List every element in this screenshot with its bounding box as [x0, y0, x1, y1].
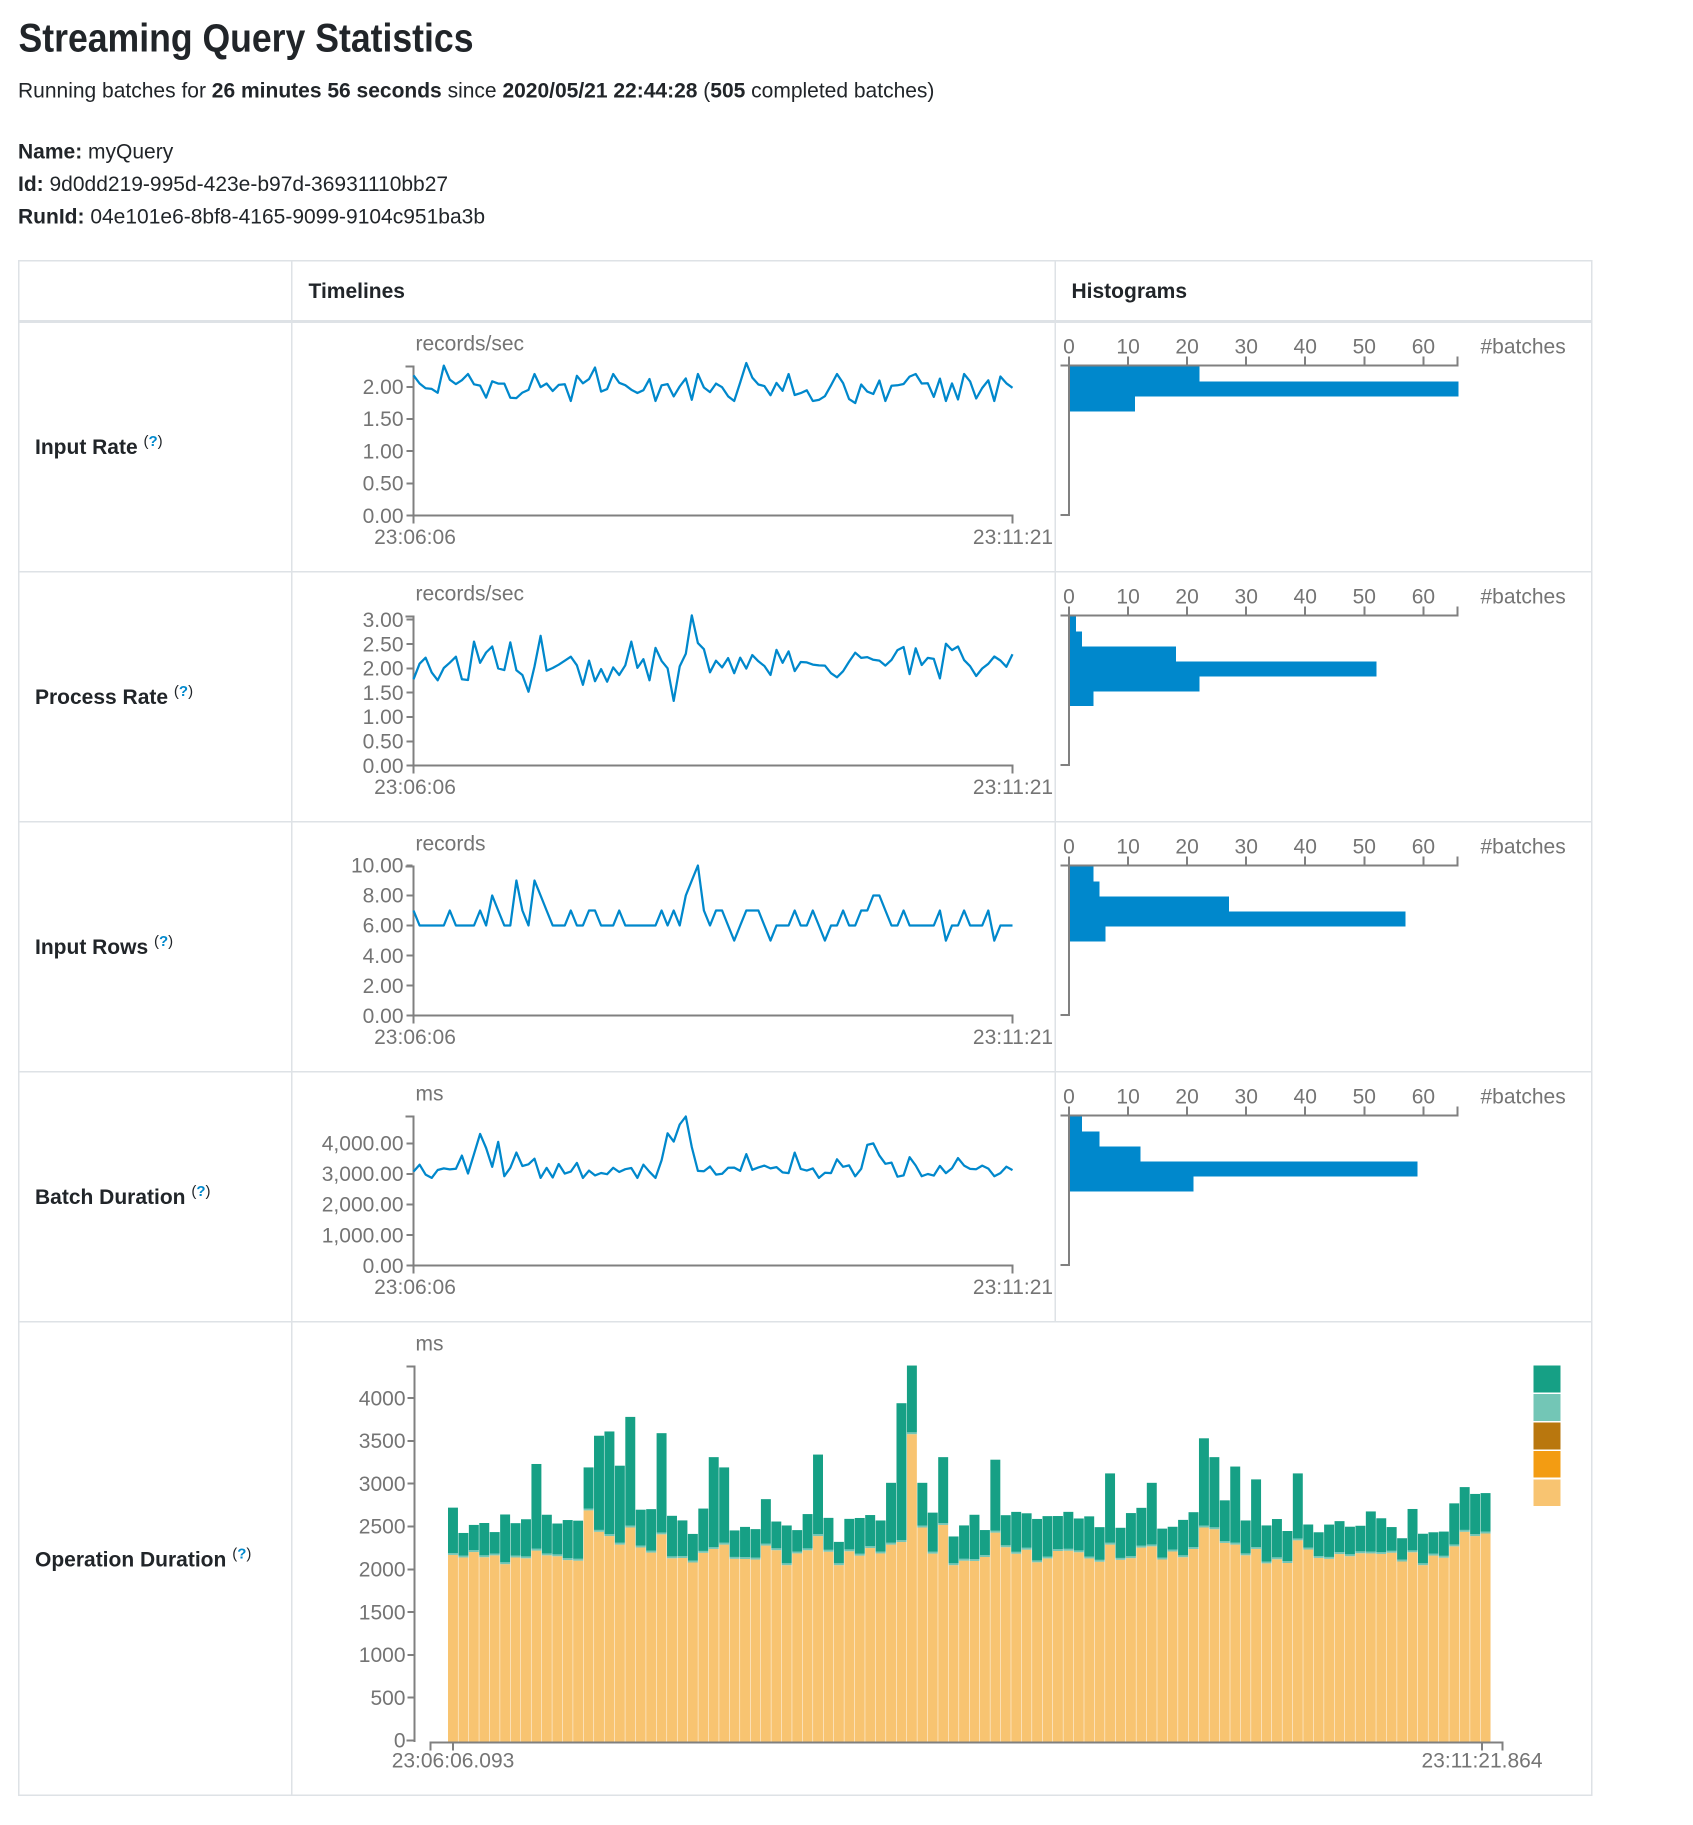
- svg-text:1.00: 1.00: [363, 706, 404, 729]
- svg-text:23:11:21.864: 23:11:21.864: [1421, 1750, 1542, 1773]
- svg-text:40: 40: [1294, 1086, 1317, 1109]
- svg-text:50: 50: [1353, 1086, 1376, 1109]
- svg-text:4000: 4000: [359, 1387, 406, 1410]
- svg-text:records: records: [416, 833, 486, 856]
- svg-text:0: 0: [1063, 1086, 1075, 1109]
- svg-text:20: 20: [1175, 336, 1198, 359]
- svg-text:2.50: 2.50: [363, 633, 404, 656]
- svg-text:3,000.00: 3,000.00: [322, 1163, 404, 1186]
- svg-text:23:11:21: 23:11:21: [973, 1026, 1053, 1049]
- svg-text:6.00: 6.00: [363, 915, 404, 938]
- svg-text:3000: 3000: [359, 1473, 406, 1496]
- svg-text:23:11:21: 23:11:21: [973, 776, 1053, 799]
- svg-text:1.50: 1.50: [363, 408, 404, 431]
- svg-text:40: 40: [1294, 586, 1317, 609]
- svg-text:Running batches for 26 minutes: Running batches for 26 minutes 56 second…: [18, 80, 934, 103]
- svg-text:Operation Duration (?): Operation Duration (?): [35, 1546, 251, 1572]
- svg-text:#batches: #batches: [1481, 836, 1566, 859]
- svg-text:0.00: 0.00: [363, 755, 404, 778]
- svg-text:10: 10: [1116, 586, 1139, 609]
- svg-text:2000: 2000: [359, 1559, 406, 1582]
- svg-text:50: 50: [1353, 586, 1376, 609]
- svg-text:Input Rows (?): Input Rows (?): [35, 933, 173, 959]
- svg-text:Process Rate (?): Process Rate (?): [35, 683, 193, 709]
- svg-text:0.50: 0.50: [363, 731, 404, 754]
- svg-text:30: 30: [1235, 836, 1258, 859]
- svg-text:2,000.00: 2,000.00: [322, 1194, 404, 1217]
- svg-text:50: 50: [1353, 336, 1376, 359]
- svg-text:Histograms: Histograms: [1072, 280, 1188, 303]
- svg-text:20: 20: [1175, 1086, 1198, 1109]
- svg-text:50: 50: [1353, 836, 1376, 859]
- svg-text:0.00: 0.00: [363, 1255, 404, 1278]
- svg-text:23:11:21: 23:11:21: [973, 526, 1053, 549]
- svg-text:#batches: #batches: [1481, 1086, 1566, 1109]
- svg-text:60: 60: [1412, 336, 1435, 359]
- svg-text:8.00: 8.00: [363, 885, 404, 908]
- svg-text:2.00: 2.00: [363, 376, 404, 399]
- svg-text:4.00: 4.00: [363, 945, 404, 968]
- svg-text:0.00: 0.00: [363, 1005, 404, 1028]
- svg-text:40: 40: [1294, 336, 1317, 359]
- svg-text:3500: 3500: [359, 1430, 406, 1453]
- svg-text:ms: ms: [416, 1333, 444, 1356]
- svg-text:10: 10: [1116, 1086, 1139, 1109]
- svg-text:1000: 1000: [359, 1644, 406, 1667]
- svg-text:3.00: 3.00: [363, 609, 404, 632]
- svg-text:0: 0: [394, 1730, 406, 1753]
- svg-text:0: 0: [1063, 836, 1075, 859]
- svg-text:Id: 9d0dd219-995d-423e-b97d-36: Id: 9d0dd219-995d-423e-b97d-36931110bb27: [18, 173, 448, 196]
- svg-text:23:06:06.093: 23:06:06.093: [392, 1750, 515, 1773]
- svg-text:2.00: 2.00: [363, 975, 404, 998]
- svg-text:30: 30: [1235, 1086, 1258, 1109]
- svg-text:Streaming Query Statistics: Streaming Query Statistics: [19, 17, 474, 61]
- svg-text:0.50: 0.50: [363, 473, 404, 496]
- svg-text:40: 40: [1294, 836, 1317, 859]
- svg-text:Batch Duration (?): Batch Duration (?): [35, 1183, 211, 1209]
- svg-text:30: 30: [1235, 586, 1258, 609]
- svg-text:#batches: #batches: [1481, 336, 1566, 359]
- svg-text:RunId: 04e101e6-8bf8-4165-9099: RunId: 04e101e6-8bf8-4165-9099-9104c951b…: [18, 206, 485, 229]
- svg-text:60: 60: [1412, 1086, 1435, 1109]
- svg-text:0: 0: [1063, 336, 1075, 359]
- svg-text:1.00: 1.00: [363, 440, 404, 463]
- svg-text:60: 60: [1412, 586, 1435, 609]
- svg-text:0.00: 0.00: [363, 505, 404, 528]
- svg-text:10: 10: [1116, 336, 1139, 359]
- svg-text:ms: ms: [416, 1083, 444, 1106]
- svg-text:23:11:21: 23:11:21: [973, 1276, 1053, 1299]
- svg-text:#batches: #batches: [1481, 586, 1566, 609]
- svg-text:60: 60: [1412, 836, 1435, 859]
- svg-text:23:06:06: 23:06:06: [374, 1276, 456, 1299]
- svg-text:10: 10: [1116, 836, 1139, 859]
- svg-text:23:06:06: 23:06:06: [374, 526, 456, 549]
- svg-text:2500: 2500: [359, 1516, 406, 1539]
- svg-text:30: 30: [1235, 336, 1258, 359]
- svg-text:10.00: 10.00: [351, 855, 404, 878]
- svg-text:1.50: 1.50: [363, 682, 404, 705]
- svg-text:0: 0: [1063, 586, 1075, 609]
- svg-text:23:06:06: 23:06:06: [374, 776, 456, 799]
- svg-text:20: 20: [1175, 586, 1198, 609]
- svg-text:500: 500: [370, 1687, 405, 1710]
- svg-text:1500: 1500: [359, 1601, 406, 1624]
- svg-text:2.00: 2.00: [363, 658, 404, 681]
- svg-text:records/sec: records/sec: [416, 583, 525, 606]
- svg-text:1,000.00: 1,000.00: [322, 1224, 404, 1247]
- svg-text:Input Rate (?): Input Rate (?): [35, 433, 163, 459]
- svg-text:20: 20: [1175, 836, 1198, 859]
- svg-text:Timelines: Timelines: [309, 280, 406, 303]
- svg-text:Name: myQuery: Name: myQuery: [18, 141, 174, 164]
- svg-text:23:06:06: 23:06:06: [374, 1026, 456, 1049]
- svg-text:records/sec: records/sec: [416, 333, 525, 356]
- svg-text:4,000.00: 4,000.00: [322, 1133, 404, 1156]
